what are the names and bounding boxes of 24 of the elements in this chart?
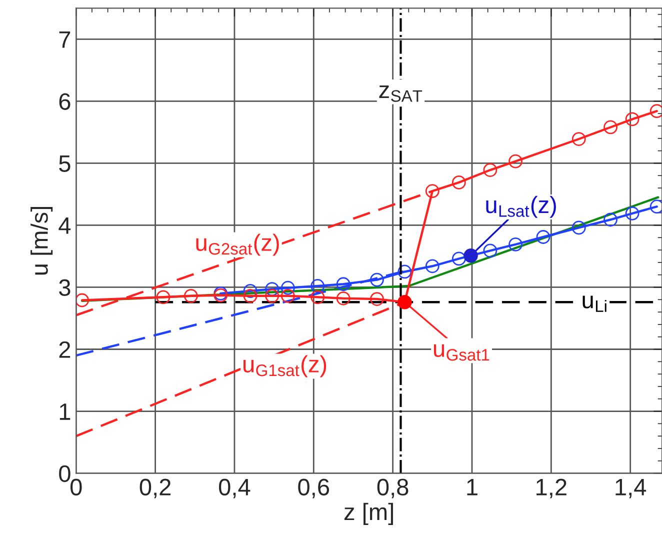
x-tick-label: 1,2: [536, 478, 566, 498]
annotation: u$_{G2sat}$(z): [196, 234, 279, 256]
y-tick-label: 7: [59, 31, 70, 48]
ref-line-label: z$_{SAT}$: [379, 85, 422, 102]
x-tick-label: 0,2: [140, 478, 171, 498]
annotation: u$_{Gsat1}$: [434, 344, 490, 361]
y-tick-label: 6: [59, 93, 70, 110]
annotation: u$_{G1sat}$(z): [244, 355, 326, 378]
y-tick-label: 3: [59, 279, 70, 296]
x-tick-label: 0,8: [377, 478, 408, 498]
y-tick-label: 2: [59, 341, 70, 358]
y-tick-label: 5: [59, 156, 70, 172]
x-tick-label: 1,4: [616, 479, 646, 498]
annotation: u$_{Lsat}$(z): [486, 196, 556, 218]
y-tick-label: 0: [59, 465, 70, 482]
y-tick-label: 1: [60, 404, 70, 420]
y-tick-label: 4: [58, 218, 71, 234]
x-tick-label: 0,6: [298, 478, 330, 498]
x-tick-label: 1: [467, 479, 478, 496]
x-tick-label: 0,4: [218, 478, 250, 498]
y-axis-title: u [m/s]: [30, 206, 53, 275]
annotation: u$_{Li}$: [582, 296, 606, 312]
x-axis-title: z [m]: [344, 502, 393, 525]
x-tick-label: 0: [70, 478, 82, 496]
